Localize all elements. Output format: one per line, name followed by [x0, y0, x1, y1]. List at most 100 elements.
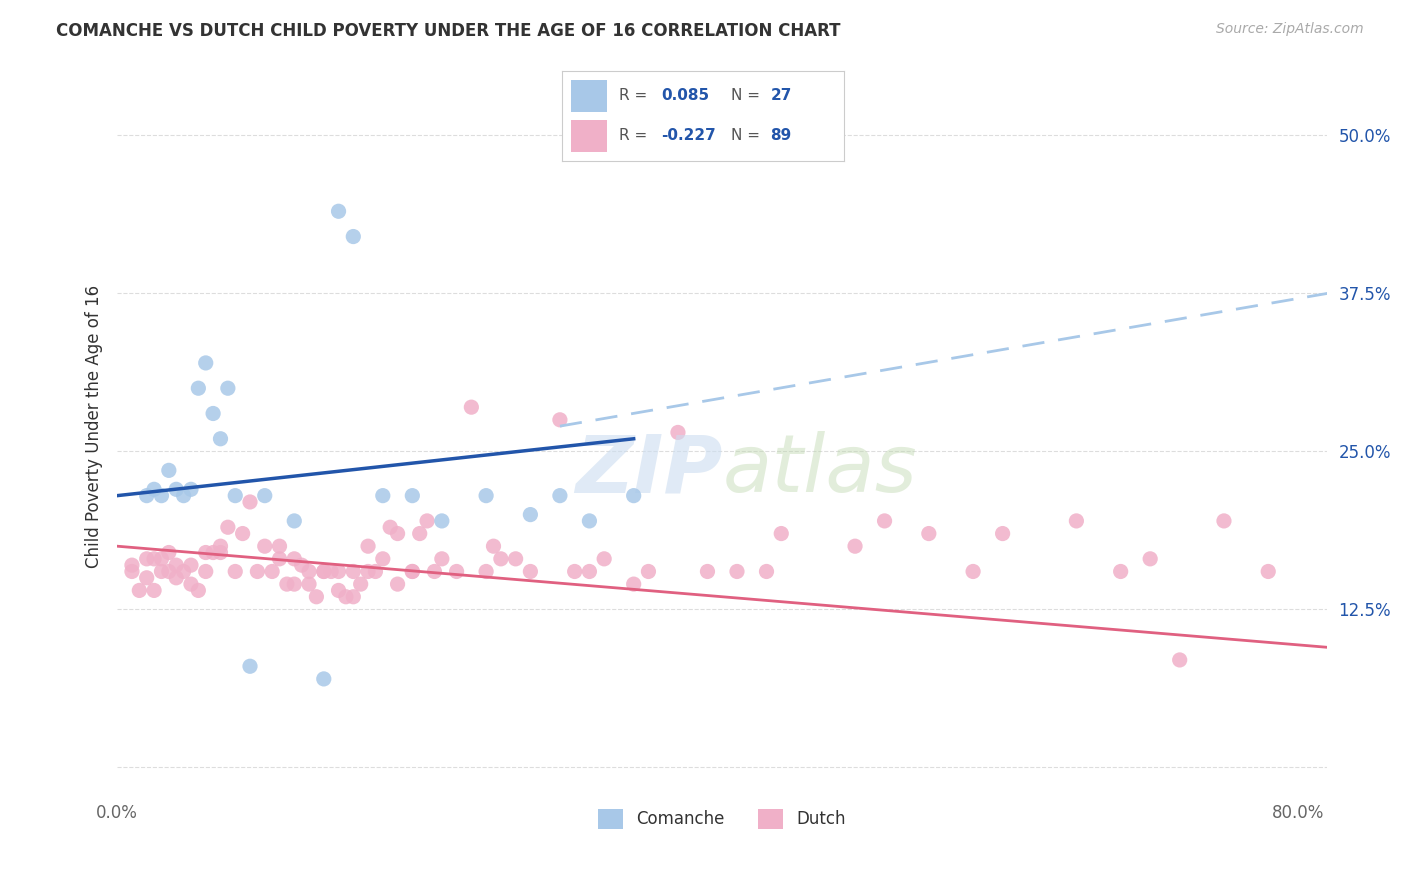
Point [209, 539, 232, 553]
Point [623, 489, 645, 503]
Point [482, 539, 505, 553]
Point [202, 407, 225, 421]
Text: COMANCHE VS DUTCH CHILD POVERTY UNDER THE AGE OF 16 CORRELATION CHART: COMANCHE VS DUTCH CHILD POVERTY UNDER TH… [56, 22, 841, 40]
Point [430, 551, 453, 566]
Point [423, 565, 446, 579]
Text: R =: R = [619, 128, 652, 143]
Point [475, 565, 498, 579]
Point [1066, 514, 1088, 528]
Point [1139, 551, 1161, 566]
Point [312, 565, 335, 579]
Point [321, 565, 343, 579]
Point [519, 508, 541, 522]
Point [305, 590, 328, 604]
Text: N =: N = [731, 88, 765, 103]
Point [1109, 565, 1132, 579]
Point [135, 551, 157, 566]
Point [209, 432, 232, 446]
Point [364, 565, 387, 579]
Point [489, 551, 512, 566]
Point [578, 565, 600, 579]
Point [770, 526, 793, 541]
Point [194, 545, 217, 559]
Point [150, 551, 173, 566]
Point [143, 583, 166, 598]
Point [991, 526, 1014, 541]
Point [165, 483, 187, 497]
Point [143, 483, 166, 497]
Point [342, 565, 364, 579]
Point [475, 489, 498, 503]
Point [548, 489, 571, 503]
Point [357, 565, 380, 579]
Point [755, 565, 778, 579]
Point [135, 571, 157, 585]
Point [217, 520, 239, 534]
Legend: Comanche, Dutch: Comanche, Dutch [592, 802, 853, 836]
Point [409, 526, 432, 541]
Point [239, 659, 262, 673]
Point [224, 565, 246, 579]
Point [194, 565, 217, 579]
Point [253, 539, 276, 553]
Point [224, 489, 246, 503]
Point [401, 489, 423, 503]
Point [187, 381, 209, 395]
Point [416, 514, 439, 528]
Text: Source: ZipAtlas.com: Source: ZipAtlas.com [1216, 22, 1364, 37]
Text: atlas: atlas [723, 431, 917, 509]
Point [401, 565, 423, 579]
Point [548, 413, 571, 427]
Point [401, 565, 423, 579]
Point [269, 539, 291, 553]
Point [460, 400, 482, 414]
Point [283, 577, 305, 591]
Point [328, 583, 350, 598]
Point [593, 551, 616, 566]
Point [1168, 653, 1191, 667]
Point [312, 672, 335, 686]
Point [696, 565, 718, 579]
Point [150, 489, 173, 503]
Point [371, 551, 394, 566]
Point [637, 565, 659, 579]
Point [873, 514, 896, 528]
Point [328, 565, 350, 579]
Point [180, 483, 202, 497]
Point [165, 571, 187, 585]
Text: ZIP: ZIP [575, 431, 723, 509]
Point [283, 514, 305, 528]
Point [578, 514, 600, 528]
Bar [571, 120, 607, 152]
Point [194, 356, 217, 370]
Y-axis label: Child Poverty Under the Age of 16: Child Poverty Under the Age of 16 [86, 285, 103, 567]
Point [209, 545, 232, 559]
Point [253, 489, 276, 503]
Point [298, 565, 321, 579]
Point [666, 425, 689, 440]
Point [121, 558, 143, 573]
Point [505, 551, 527, 566]
Point [519, 565, 541, 579]
Point [962, 565, 984, 579]
Point [283, 551, 305, 566]
Point [387, 577, 409, 591]
Point [180, 558, 202, 573]
Point [143, 551, 166, 566]
Point [262, 565, 284, 579]
Point [239, 495, 262, 509]
Point [430, 514, 453, 528]
Text: 0.085: 0.085 [661, 88, 709, 103]
Point [135, 489, 157, 503]
Point [165, 558, 187, 573]
Point [157, 565, 180, 579]
Point [128, 583, 150, 598]
Point [121, 565, 143, 579]
Point [276, 577, 298, 591]
Point [564, 565, 586, 579]
Point [173, 565, 195, 579]
Point [844, 539, 866, 553]
Point [918, 526, 941, 541]
Point [187, 583, 209, 598]
Point [150, 565, 173, 579]
